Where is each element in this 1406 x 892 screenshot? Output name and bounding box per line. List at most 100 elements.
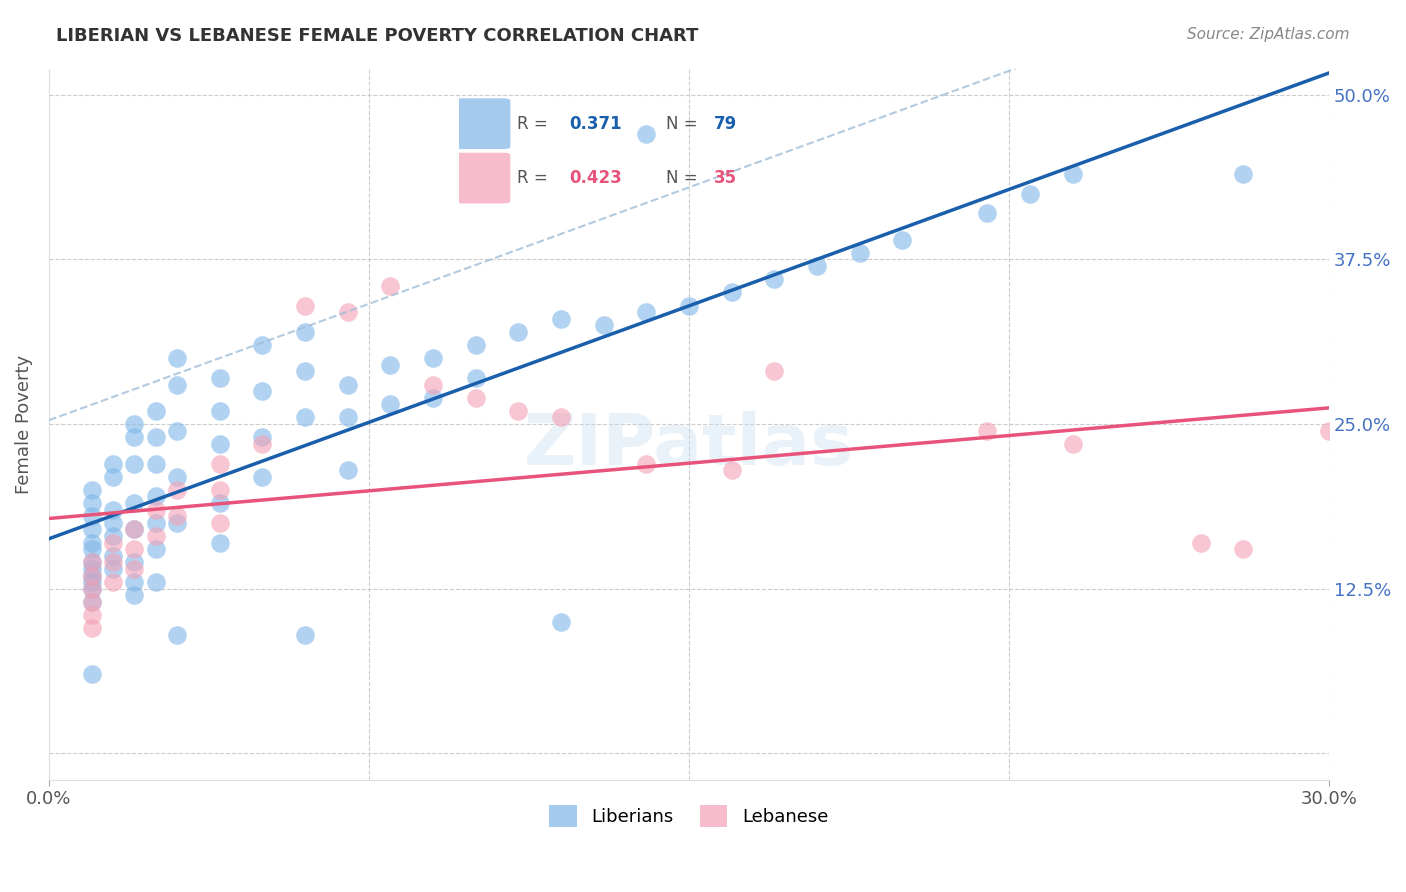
- Point: [145, 502, 167, 516]
- Point: [252, 469, 274, 483]
- Point: [80, 562, 103, 576]
- Point: [80, 535, 103, 549]
- Point: [145, 542, 167, 557]
- Point: [720, 463, 742, 477]
- Point: [101, 502, 124, 516]
- Point: [124, 496, 146, 510]
- Point: [336, 377, 359, 392]
- Point: [80, 568, 103, 582]
- Point: [848, 245, 870, 260]
- Point: [763, 272, 786, 286]
- Point: [80, 555, 103, 569]
- Point: [101, 469, 124, 483]
- Point: [294, 325, 316, 339]
- Point: [1232, 167, 1254, 181]
- Point: [124, 555, 146, 569]
- Point: [252, 437, 274, 451]
- Point: [124, 562, 146, 576]
- Point: [252, 384, 274, 399]
- Point: [336, 305, 359, 319]
- Point: [508, 404, 530, 418]
- Point: [80, 582, 103, 596]
- Point: [422, 391, 444, 405]
- Point: [80, 595, 103, 609]
- Point: [336, 463, 359, 477]
- Point: [636, 457, 658, 471]
- Point: [208, 457, 231, 471]
- Point: [124, 417, 146, 431]
- Point: [1062, 167, 1084, 181]
- Point: [294, 410, 316, 425]
- Point: [380, 278, 402, 293]
- Point: [294, 299, 316, 313]
- Point: [166, 469, 188, 483]
- Point: [166, 509, 188, 524]
- Point: [80, 667, 103, 681]
- Point: [80, 555, 103, 569]
- Point: [806, 259, 828, 273]
- Point: [208, 516, 231, 530]
- Point: [678, 299, 700, 313]
- Point: [101, 516, 124, 530]
- Legend: Liberians, Lebanese: Liberians, Lebanese: [543, 798, 835, 835]
- Point: [294, 628, 316, 642]
- Point: [80, 496, 103, 510]
- Point: [80, 582, 103, 596]
- Point: [508, 325, 530, 339]
- Point: [166, 424, 188, 438]
- Point: [550, 615, 572, 629]
- Point: [80, 523, 103, 537]
- Point: [208, 496, 231, 510]
- Point: [636, 128, 658, 142]
- Point: [166, 351, 188, 366]
- Point: [80, 621, 103, 635]
- Point: [1062, 437, 1084, 451]
- Point: [208, 535, 231, 549]
- Point: [101, 575, 124, 590]
- Point: [636, 305, 658, 319]
- Point: [124, 457, 146, 471]
- Point: [80, 542, 103, 557]
- Point: [294, 364, 316, 378]
- Point: [891, 233, 914, 247]
- Point: [592, 318, 614, 333]
- Point: [550, 410, 572, 425]
- Point: [166, 483, 188, 497]
- Y-axis label: Female Poverty: Female Poverty: [15, 354, 32, 493]
- Point: [124, 542, 146, 557]
- Point: [101, 555, 124, 569]
- Point: [101, 549, 124, 563]
- Point: [80, 483, 103, 497]
- Point: [1232, 542, 1254, 557]
- Point: [124, 575, 146, 590]
- Point: [422, 351, 444, 366]
- Point: [124, 588, 146, 602]
- Point: [80, 595, 103, 609]
- Point: [1189, 535, 1212, 549]
- Text: Source: ZipAtlas.com: Source: ZipAtlas.com: [1187, 27, 1350, 42]
- Point: [166, 516, 188, 530]
- Text: ZIPatlas: ZIPatlas: [524, 411, 853, 480]
- Point: [380, 358, 402, 372]
- Point: [145, 404, 167, 418]
- Point: [101, 562, 124, 576]
- Point: [720, 285, 742, 300]
- Point: [80, 575, 103, 590]
- Point: [145, 430, 167, 444]
- Point: [208, 437, 231, 451]
- Point: [166, 377, 188, 392]
- Point: [252, 338, 274, 352]
- Point: [124, 523, 146, 537]
- Point: [208, 404, 231, 418]
- Point: [380, 397, 402, 411]
- Point: [145, 490, 167, 504]
- Point: [208, 371, 231, 385]
- Point: [80, 607, 103, 622]
- Point: [1317, 424, 1340, 438]
- Point: [763, 364, 786, 378]
- Point: [124, 523, 146, 537]
- Point: [464, 371, 486, 385]
- Point: [208, 483, 231, 497]
- Point: [464, 391, 486, 405]
- Point: [124, 430, 146, 444]
